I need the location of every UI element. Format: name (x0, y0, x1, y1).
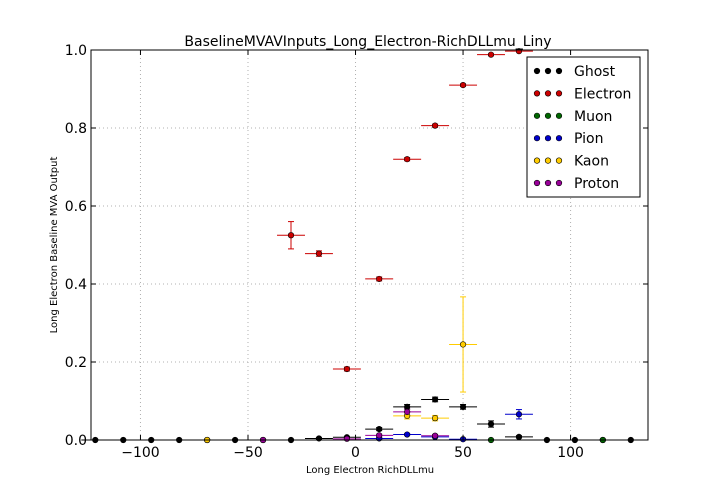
electron-point (487, 51, 495, 58)
proton-point (343, 435, 351, 442)
legend-marker-muon (533, 112, 541, 119)
legend-marker-pion (555, 135, 563, 142)
legend-marker-kaon (544, 157, 552, 164)
legend: Ghost Electron Muon Pion Kaon Proton (526, 56, 641, 198)
electron-point (431, 122, 439, 129)
legend-label-pion: Pion (574, 131, 603, 147)
x-axis-label: Long Electron RichDLLmu (306, 465, 434, 476)
electron-point (343, 365, 351, 373)
legend-box (526, 56, 641, 198)
kaon-point (459, 341, 467, 348)
electron-point (459, 81, 467, 89)
ghost-point (376, 425, 383, 433)
proton-point (404, 408, 411, 416)
legend-marker-ghost (544, 67, 552, 75)
kaon-point (431, 415, 439, 422)
x-tick-label: 100 (557, 445, 584, 461)
axis-ticks (91, 49, 648, 441)
pion-point (515, 411, 523, 418)
y-tick-labels: 0.0 0.2 0.4 0.6 0.8 1.0 (65, 43, 87, 449)
electron-point (287, 232, 295, 239)
legend-marker-proton (544, 179, 552, 187)
legend-marker-ghost (533, 67, 541, 75)
ghost-point (459, 403, 467, 410)
legend-label-proton: Proton (574, 176, 619, 192)
electron-point (315, 250, 323, 257)
legend-marker-electron (533, 90, 541, 97)
ghost-point (515, 433, 523, 440)
legend-label-ghost: Ghost (574, 64, 616, 80)
ghost-point (404, 403, 411, 410)
x-tick-label: 0 (351, 445, 360, 461)
x-tick-label: 50 (454, 445, 472, 461)
legend-marker-pion (544, 135, 552, 142)
legend-marker-pion (533, 135, 541, 142)
y-tick-label: 0.4 (65, 277, 87, 293)
electron-point (404, 156, 411, 163)
legend-marker-ghost (555, 67, 563, 75)
y-tick-label: 0.0 (65, 433, 87, 449)
y-tick-label: 0.8 (65, 121, 87, 137)
legend-marker-kaon (555, 157, 563, 164)
legend-label-electron: Electron (574, 86, 631, 102)
legend-item-electron: Electron (533, 86, 631, 102)
x-tick-label: −100 (121, 445, 159, 461)
legend-item-ghost: Ghost (533, 64, 616, 80)
electron-point (376, 275, 383, 283)
pion-point (404, 431, 411, 438)
ghost-point (487, 420, 495, 428)
y-tick-label: 1.0 (65, 43, 87, 59)
proton-point (431, 432, 439, 439)
legend-label-muon: Muon (574, 109, 612, 125)
legend-marker-kaon (533, 157, 541, 164)
legend-item-muon: Muon (533, 109, 612, 125)
y-tick-label: 0.6 (65, 199, 87, 215)
legend-item-proton: Proton (533, 176, 619, 192)
y-tick-label: 0.2 (65, 355, 87, 371)
proton-point (376, 432, 383, 439)
x-tick-label: −50 (233, 445, 263, 461)
chart-title: BaselineMVAVInputs_Long_Electron-RichDLL… (184, 34, 551, 50)
legend-label-kaon: Kaon (574, 154, 609, 170)
ghost-point (431, 396, 439, 403)
legend-marker-electron (544, 90, 552, 97)
legend-marker-muon (555, 112, 563, 119)
y-axis-label: Long Electron Baseline MVA Output (49, 157, 60, 334)
legend-marker-electron (555, 90, 563, 97)
x-tick-labels: −100 −50 0 50 100 (121, 445, 584, 461)
legend-marker-proton (533, 179, 541, 187)
legend-marker-proton (555, 179, 563, 187)
plot-frame (90, 49, 649, 441)
legend-marker-muon (544, 112, 552, 119)
legend-item-kaon: Kaon (533, 154, 609, 170)
legend-item-pion: Pion (533, 131, 603, 147)
